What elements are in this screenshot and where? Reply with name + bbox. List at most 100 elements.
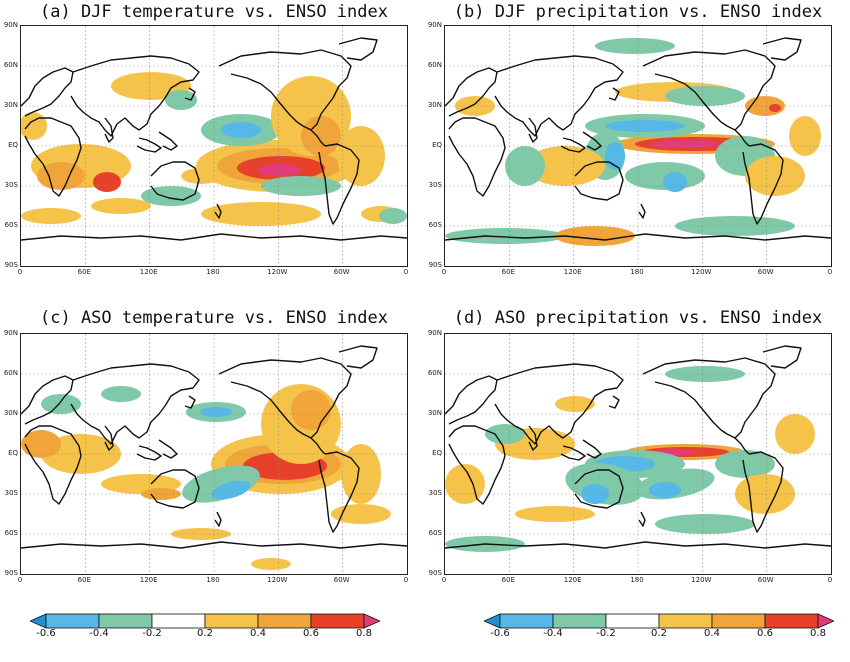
field-blob xyxy=(675,216,795,236)
coastline xyxy=(218,357,352,439)
field-blob xyxy=(595,38,675,54)
coastline xyxy=(318,451,360,533)
coastline xyxy=(184,87,196,101)
colorbar-tick-label: 0.6 xyxy=(757,628,773,639)
lat-label: 90N xyxy=(427,329,442,337)
panel-b-map xyxy=(444,25,832,267)
field-blob xyxy=(655,514,755,534)
field-blob xyxy=(211,480,251,500)
coastline xyxy=(70,363,200,445)
coastlines xyxy=(21,37,407,241)
colorbar-tick-label: 0.2 xyxy=(651,628,667,639)
field-shading xyxy=(21,72,407,226)
coastline xyxy=(214,511,222,527)
lat-label: 60S xyxy=(428,221,442,229)
field-blob xyxy=(200,407,232,417)
lat-label: 90S xyxy=(428,261,442,269)
lat-label: EQ xyxy=(432,141,442,149)
colorbar-right: -0.6 -0.4 -0.2 0.2 0.4 0.6 0.8 xyxy=(483,612,835,652)
colorbar-segment xyxy=(483,613,501,629)
colorbar-tick-label: 0.8 xyxy=(810,628,826,639)
coastline xyxy=(642,357,776,439)
field-blob xyxy=(91,198,151,214)
panel-c-map-svg xyxy=(21,334,407,574)
lon-label: 0 xyxy=(441,576,447,584)
lon-label: 180 xyxy=(206,268,220,276)
lon-label: 120W xyxy=(267,268,288,276)
coastline xyxy=(608,87,620,101)
colorbar-segment xyxy=(98,613,153,629)
colorbar-segment xyxy=(45,613,100,629)
field-shading xyxy=(445,366,815,552)
colorbar-segment xyxy=(764,613,819,629)
field-blob xyxy=(775,414,815,454)
panel-c-title: (c) ASO temperature vs. ENSO index xyxy=(40,308,388,328)
colorbar-tick-label: 0.6 xyxy=(303,628,319,639)
field-blob xyxy=(665,86,745,106)
lon-label: 120W xyxy=(691,268,712,276)
field-blob xyxy=(555,396,595,412)
coastline xyxy=(762,37,802,61)
lon-label: 120E xyxy=(563,576,582,584)
coastline xyxy=(214,203,222,219)
coastline xyxy=(560,137,586,153)
lon-label: 120E xyxy=(563,268,582,276)
field-blob xyxy=(505,146,545,186)
lon-label: 120E xyxy=(139,576,158,584)
lat-label: EQ xyxy=(8,141,18,149)
colorbar-tick-label: -0.2 xyxy=(596,628,616,639)
gridlines xyxy=(445,26,831,266)
field-blob xyxy=(649,482,681,498)
lon-label: 120W xyxy=(267,576,288,584)
colorbar-segment xyxy=(499,613,554,629)
field-blob xyxy=(301,116,341,156)
coastline xyxy=(24,425,82,505)
field-blob xyxy=(605,120,685,132)
coastline xyxy=(574,469,624,509)
lon-label: 60E xyxy=(501,576,515,584)
colorbar-left: -0.6 -0.4 -0.2 0.2 0.4 0.6 0.8 xyxy=(29,612,381,652)
lon-label: 60W xyxy=(757,268,774,276)
lat-label: 30N xyxy=(3,101,18,109)
panel-d-map xyxy=(444,333,832,575)
panel-d-map-svg xyxy=(445,334,831,574)
field-blob xyxy=(165,90,197,110)
field-blob xyxy=(745,156,805,196)
field-blob xyxy=(93,172,121,192)
coastline xyxy=(184,395,196,409)
coastline xyxy=(158,131,178,151)
lat-label: EQ xyxy=(8,449,18,457)
field-blob xyxy=(251,558,291,570)
lat-label: 90N xyxy=(3,329,18,337)
field-blob xyxy=(485,424,525,444)
colorbar-left-svg xyxy=(29,613,381,629)
field-blob xyxy=(555,226,635,246)
coastline xyxy=(158,439,178,459)
lon-label: 60W xyxy=(333,268,350,276)
field-blob xyxy=(21,112,47,140)
coastline xyxy=(608,395,620,409)
coastlines xyxy=(445,37,831,241)
coastline xyxy=(642,49,776,131)
lat-label: 90N xyxy=(3,21,18,29)
lon-label: 0 xyxy=(403,268,409,276)
colorbar-tick-label: -0.2 xyxy=(142,628,162,639)
lat-label: 60N xyxy=(427,61,442,69)
coastline xyxy=(582,131,602,151)
colorbar-tick-label: -0.6 xyxy=(490,628,510,639)
field-blob xyxy=(581,484,609,504)
lon-label: 0 xyxy=(827,576,833,584)
coastline xyxy=(150,469,200,509)
field-blob xyxy=(341,444,381,504)
lon-label: 0 xyxy=(403,576,409,584)
colorbar-tick-label: 0.4 xyxy=(704,628,720,639)
coastline xyxy=(734,129,750,147)
field-blob xyxy=(101,386,141,402)
coastline xyxy=(560,445,586,461)
coastline xyxy=(445,67,498,117)
field-blob xyxy=(257,164,301,176)
panel-d-title: (d) ASO precipitation vs. ENSO index xyxy=(453,308,823,328)
lat-label: 90S xyxy=(4,261,18,269)
field-blob xyxy=(445,228,565,244)
coastline xyxy=(338,37,378,61)
